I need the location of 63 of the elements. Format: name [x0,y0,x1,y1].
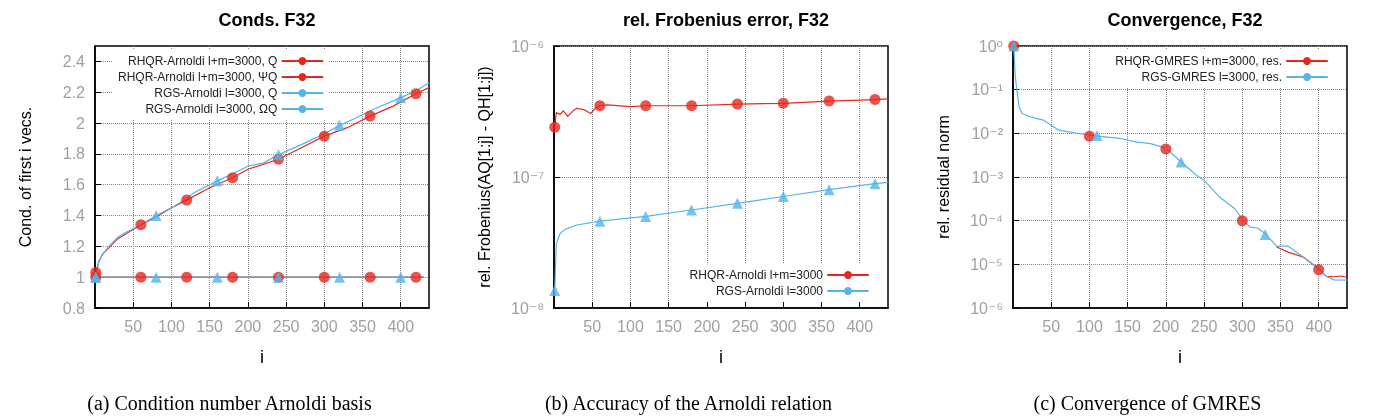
legend-label: RGS-Arnoldi l=3000, ΩQ [145,102,278,116]
y-tick-label: 10⁻⁷ [511,168,545,186]
legend-label: RGS-Arnoldi l=3000, Q [154,86,278,100]
y-tick-label: 2 [76,114,86,132]
y-tick-label: 2.2 [62,83,86,101]
x-tick-label: 200 [693,317,721,335]
x-axis-title: i [719,347,723,367]
x-tick-label: 200 [234,317,262,335]
legend-label: RHQR-Arnoldi l+m=3000, ΨQ [117,70,278,84]
x-tick-label: 350 [808,317,835,335]
x-tick-label: 250 [731,317,759,335]
x-axis-title: i [1178,347,1182,367]
text: (b) Accuracy of the Arnoldi relation [544,392,833,415]
y-tick-label: 10⁻⁸ [511,299,544,317]
x-tick-label: 350 [1267,317,1294,335]
x-tick-label: 50 [124,317,143,335]
y-axis-title: rel. residual norm [934,115,952,239]
chart-title: rel. Frobenius error, F32 [622,10,830,30]
x-tick-label: 50 [583,317,602,335]
y-tick-label: 1 [76,268,86,286]
chart-title: Convergence, F32 [1107,10,1263,30]
x-tick-label: 250 [1190,317,1218,335]
x-tick-label: 100 [617,317,644,335]
y-tick-label: 10⁻² [971,124,1004,142]
y-tick-label: 1.8 [62,145,86,163]
y-tick-label: 1.6 [62,176,86,194]
y-tick-label: 10⁻⁶ [970,299,1003,317]
y-tick-label: 10⁻¹ [971,81,1003,99]
text: (a) Condition number Arnoldi basis [87,392,372,415]
x-tick-label: 300 [310,317,338,335]
y-axis-title: Cond. of first i vecs. [16,106,34,248]
x-tick-label: 400 [1305,317,1333,335]
text: (c) Convergence of GMRES [1033,392,1262,415]
y-tick-label: 10⁻⁶ [511,37,544,55]
x-tick-label: 200 [1152,317,1180,335]
legend-label: RGS-Arnoldi l=3000 [715,284,824,298]
x-tick-label: 150 [655,317,683,335]
y-tick-label: 1.4 [62,207,86,225]
y-tick-label: 2.4 [62,52,86,70]
y-tick-label: 10⁻³ [971,168,1004,186]
x-tick-label: 150 [196,317,224,335]
x-tick-label: 300 [1228,317,1256,335]
x-tick-label: 350 [349,317,376,335]
x-tick-label: 50 [1042,317,1061,335]
x-axis-title: i [260,347,264,367]
legend-label: RGS-GMRES l=3000, res. [1141,70,1282,84]
x-tick-label: 400 [387,317,415,335]
x-tick-label: 250 [272,317,300,335]
chart-title: Conds. F32 [218,10,316,30]
legend-label: RHQR-GMRES l+m=3000, res. [1115,54,1282,68]
y-tick-label: 10⁻⁴ [969,212,1004,230]
x-tick-label: 150 [1114,317,1142,335]
y-tick-label: 10⁰ [978,37,1003,55]
y-tick-label: 10⁻⁵ [970,255,1003,273]
x-tick-label: 400 [846,317,874,335]
y-tick-label: 0.8 [62,299,86,317]
legend-label: RHQR-Arnoldi l+m=3000, Q [128,54,278,68]
y-axis-title: rel. Frobenius(AQ[1:j] - QH[1:j]) [475,66,493,288]
x-tick-label: 100 [158,317,185,335]
x-tick-label: 100 [1076,317,1103,335]
legend-label: RHQR-Arnoldi l+m=3000 [689,268,824,282]
x-tick-label: 300 [769,317,797,335]
y-tick-label: 1.2 [62,237,86,255]
